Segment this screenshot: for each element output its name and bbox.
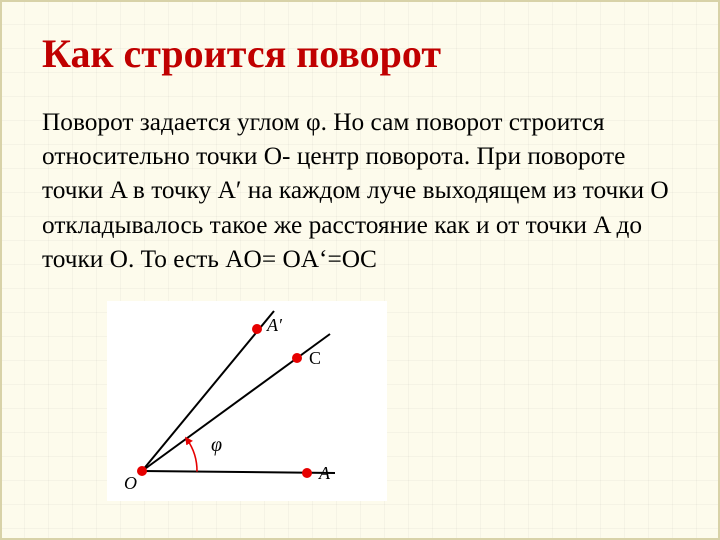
point-A-prime xyxy=(252,324,262,334)
slide-paragraph: Поворот задается углом φ. Но сам поворот… xyxy=(42,105,678,276)
point-A xyxy=(302,468,312,478)
label-O: O xyxy=(124,473,137,493)
label-phi: φ xyxy=(211,434,222,456)
label-C: C xyxy=(309,348,321,368)
point-C xyxy=(292,353,302,363)
label-A: A xyxy=(318,463,331,483)
slide-title: Как строится поворот xyxy=(42,30,678,77)
label-A-prime: A′ xyxy=(266,315,283,335)
rotation-diagram: O A A′ C φ xyxy=(107,301,678,501)
point-O xyxy=(137,466,147,476)
